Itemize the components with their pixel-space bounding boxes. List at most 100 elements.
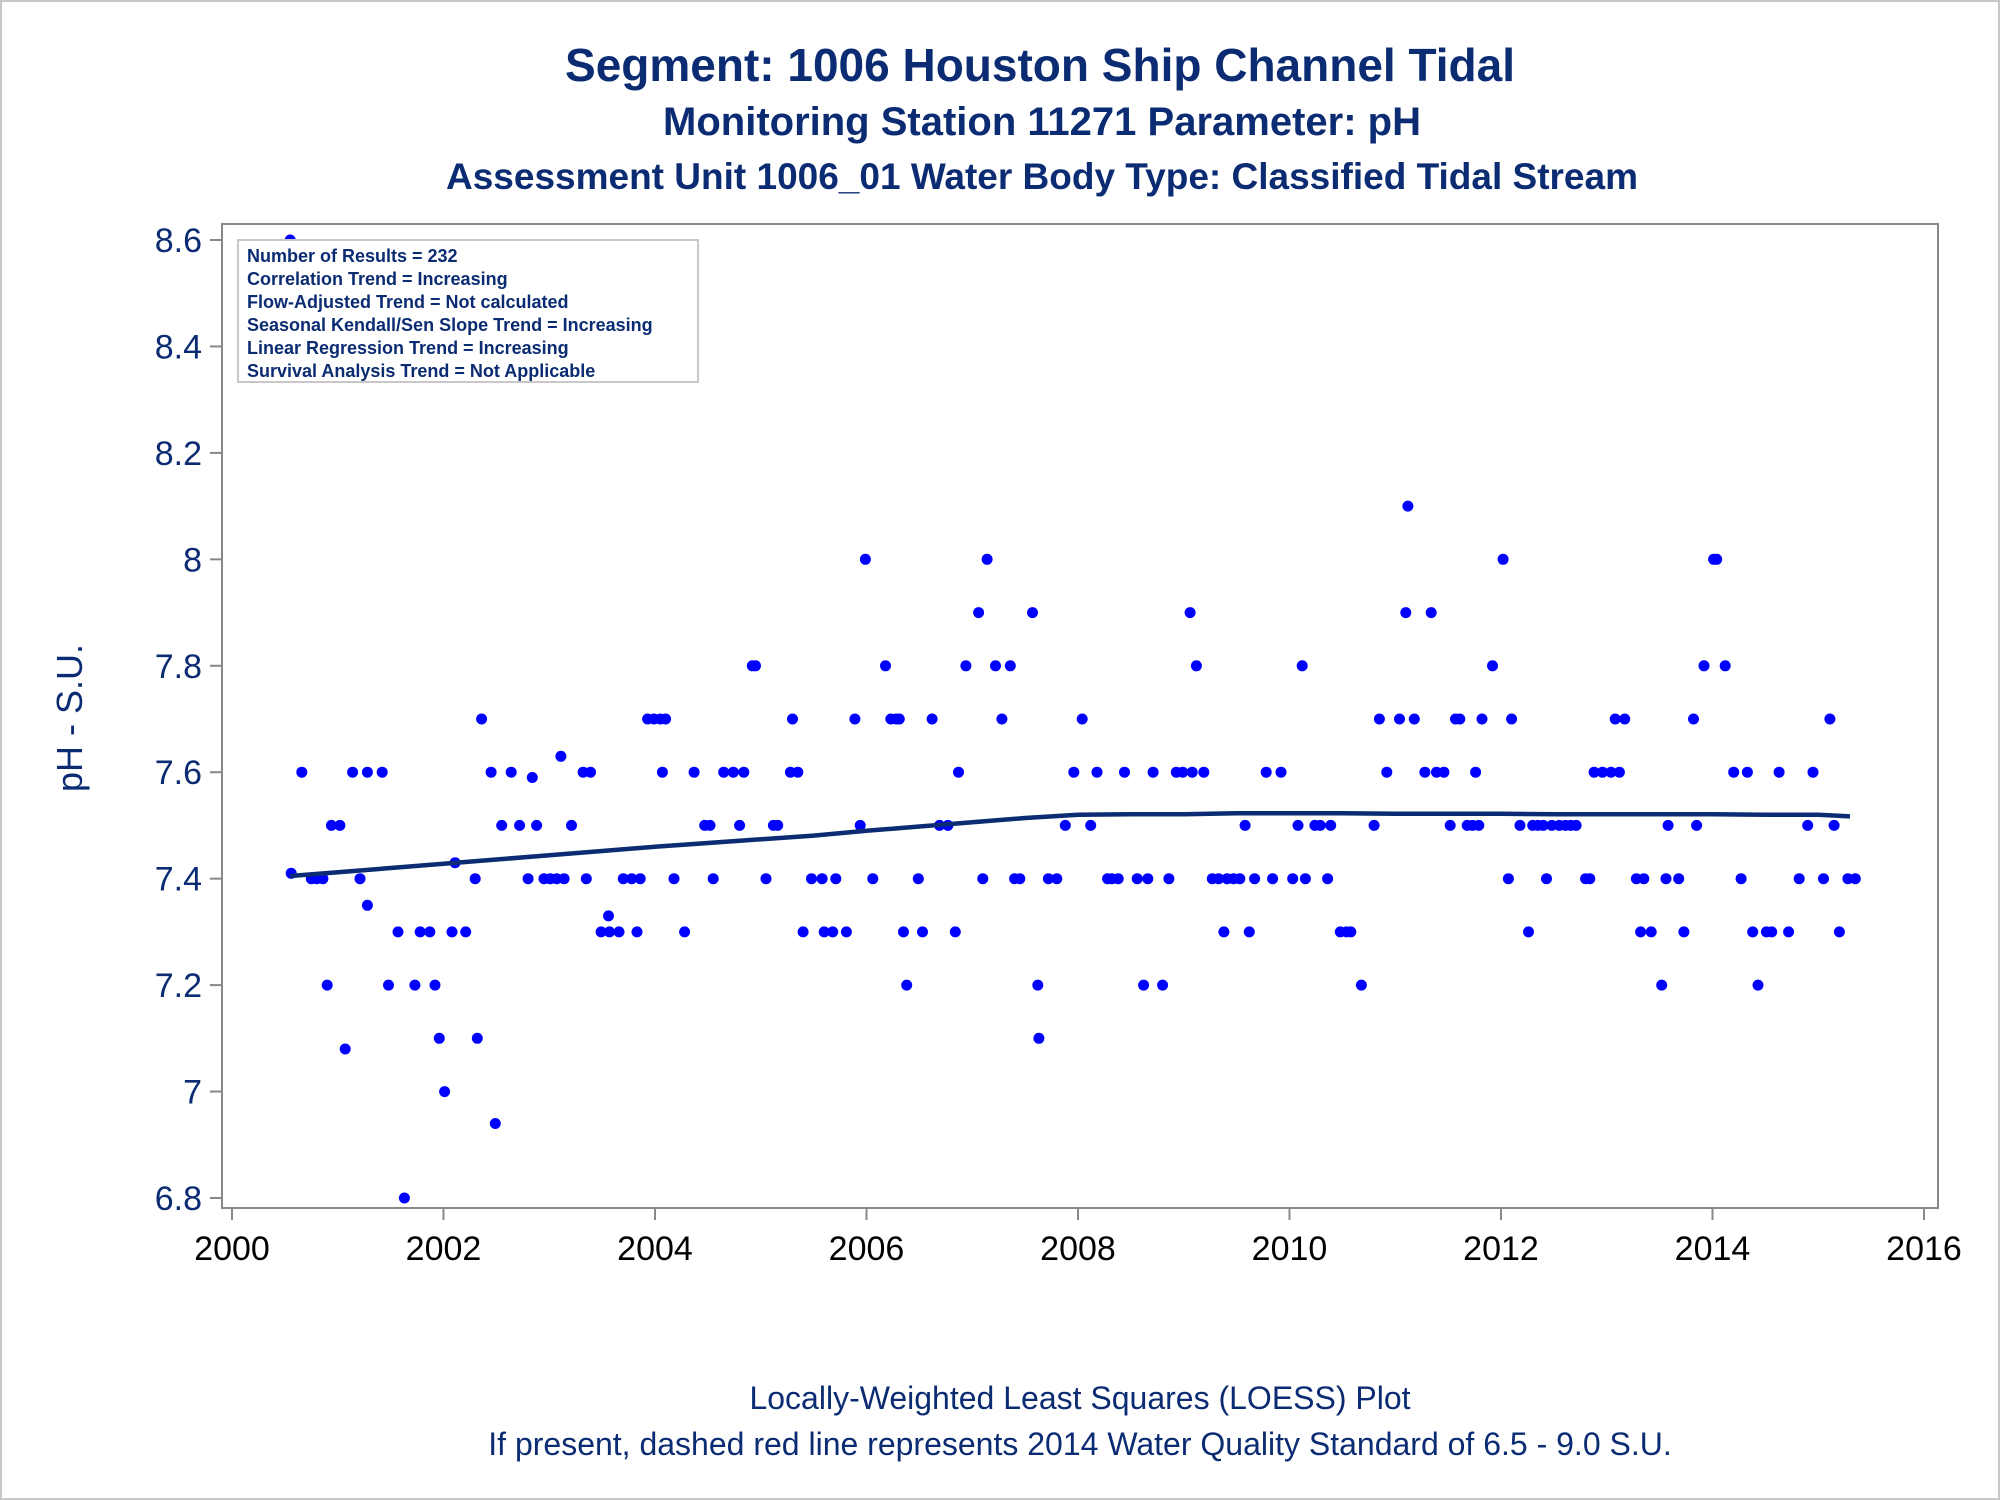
trend-stats-box: Number of Results = 232 Correlation Tren…: [237, 239, 699, 383]
axes-group: 2000 2002 2004 2006 2008 2010 2012 2014 2016 6.8 7…: [155, 222, 1962, 1268]
data-point: [617, 873, 629, 885]
data-point: [1032, 979, 1044, 991]
data-point: [867, 873, 879, 885]
footnote-standard: If present, dashed red line represents 2…: [488, 1426, 1672, 1462]
data-point: [1783, 926, 1795, 938]
data-point: [1402, 500, 1414, 512]
data-point: [1470, 766, 1482, 778]
plot-area-border: [221, 223, 1939, 1209]
data-point: [1314, 819, 1326, 831]
data-point: [1059, 819, 1071, 831]
data-point: [626, 873, 638, 885]
data-point: [1584, 873, 1596, 885]
data-point: [531, 819, 543, 831]
data-point: [912, 873, 924, 885]
data-point: [1325, 819, 1337, 831]
data-point: [489, 1118, 501, 1129]
data-point: [1091, 766, 1103, 778]
data-point: [917, 926, 928, 938]
data-point: [1502, 873, 1514, 885]
data-point: [1184, 607, 1196, 619]
data-point: [1597, 766, 1608, 778]
data-point: [977, 873, 989, 885]
data-point: [750, 660, 761, 672]
data-point: [960, 660, 972, 672]
data-point: [1260, 766, 1272, 778]
data-point: [830, 873, 842, 885]
data-point: [1177, 766, 1189, 778]
data-point: [1638, 873, 1650, 885]
data-point: [522, 873, 534, 885]
data-point: [827, 926, 839, 938]
stats-line-seasonal-kendall: Seasonal Kendall/Sen Slope Trend = Incre…: [247, 315, 653, 335]
data-point: [1085, 819, 1097, 831]
data-point: [1299, 873, 1311, 885]
data-point: [1570, 819, 1582, 831]
data-point: [859, 553, 871, 565]
data-point: [1728, 766, 1740, 778]
x-tick-label: 2004: [617, 1230, 693, 1268]
data-point: [325, 819, 337, 831]
data-point: [1076, 713, 1088, 725]
data-point: [1691, 819, 1703, 831]
data-point: [424, 926, 436, 938]
data-point: [555, 750, 567, 762]
y-tick-label: 7.4: [155, 861, 202, 899]
data-point: [1322, 873, 1334, 885]
data-point: [1042, 873, 1054, 885]
data-point: [1027, 607, 1038, 619]
x-tick-label: 2012: [1463, 1230, 1539, 1268]
data-point: [1243, 926, 1255, 938]
data-point: [787, 713, 798, 725]
data-point: [1849, 873, 1861, 885]
x-tick-label: 2006: [829, 1230, 905, 1268]
data-point: [1004, 660, 1016, 672]
data-point: [1487, 660, 1498, 672]
data-point: [1497, 553, 1509, 565]
data-point: [595, 926, 607, 938]
data-point: [996, 713, 1008, 725]
data-point: [1147, 766, 1159, 778]
y-tick-label: 8.2: [155, 435, 202, 473]
data-point: [981, 553, 993, 565]
data-point: [631, 926, 643, 938]
y-tick-label: 7.8: [155, 648, 202, 686]
data-point: [514, 819, 526, 831]
data-point: [446, 926, 458, 938]
stats-line-survival-analysis: Survival Analysis Trend = Not Applicable: [247, 361, 596, 381]
y-tick-label: 7.2: [155, 967, 202, 1005]
y-tick-label: 8: [183, 541, 202, 579]
data-point: [361, 766, 373, 778]
data-point: [361, 899, 373, 911]
data-point: [1828, 819, 1840, 831]
data-point: [1802, 819, 1814, 831]
data-point: [1275, 766, 1287, 778]
data-point: [707, 873, 719, 885]
data-point: [1198, 766, 1210, 778]
data-point: [1711, 553, 1723, 565]
data-point: [1438, 766, 1450, 778]
data-point: [485, 766, 497, 778]
data-point: [1613, 766, 1625, 778]
data-point: [893, 713, 905, 725]
data-point: [1190, 660, 1202, 672]
data-point: [354, 873, 366, 885]
data-point: [818, 926, 830, 938]
data-point: [505, 766, 517, 778]
chart-subtitle-assessment: Assessment Unit 1006_01 Water Body Type:…: [446, 156, 1638, 197]
data-point: [321, 979, 333, 991]
y-tick-label: 6.8: [155, 1180, 202, 1218]
data-point: [1735, 873, 1747, 885]
data-point: [1394, 713, 1405, 725]
data-point: [727, 766, 739, 778]
data-point: [469, 873, 481, 885]
data-point: [772, 819, 784, 831]
data-point: [1454, 713, 1466, 725]
data-point: [926, 713, 938, 725]
data-point: [816, 873, 828, 885]
data-point: [409, 979, 421, 991]
loess-trend-line: [290, 810, 1851, 879]
data-point: [1662, 819, 1674, 831]
data-point: [433, 1032, 445, 1044]
data-point: [1355, 979, 1367, 991]
